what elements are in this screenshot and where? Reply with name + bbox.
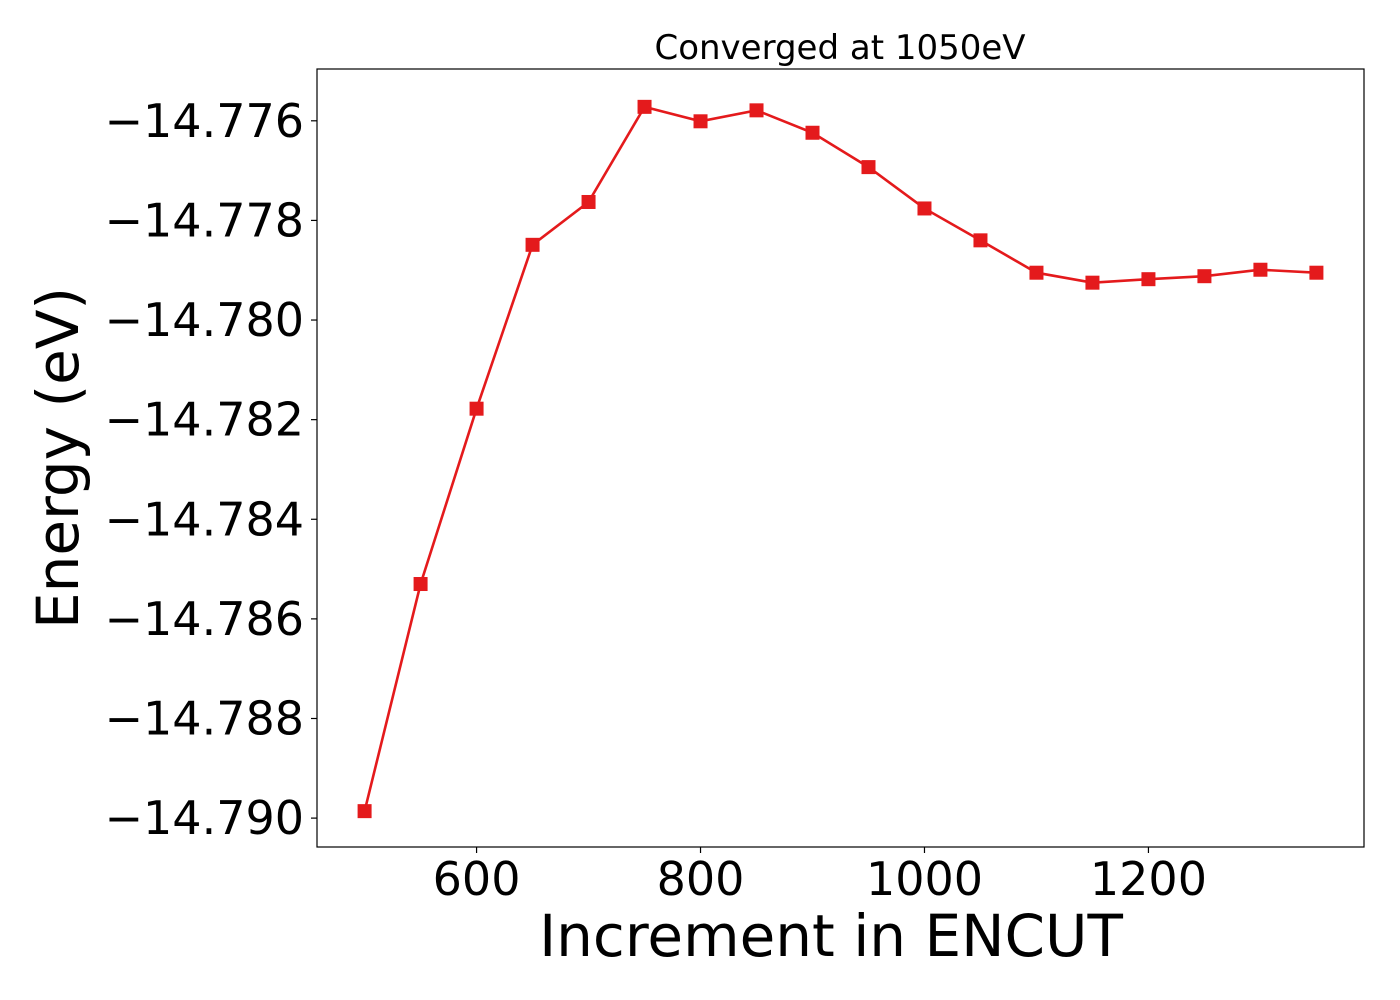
data-point-marker bbox=[1085, 275, 1100, 290]
x-tick-label: 1200 bbox=[1090, 852, 1207, 906]
y-tick-label: −14.776 bbox=[105, 94, 305, 148]
data-point-marker bbox=[917, 201, 932, 216]
data-point-marker bbox=[861, 160, 876, 175]
series-line bbox=[363, 105, 1317, 812]
data-point-marker bbox=[1197, 269, 1212, 284]
data-point-marker bbox=[413, 577, 428, 592]
y-tick-label: −14.784 bbox=[105, 492, 305, 546]
y-tick-label: −14.788 bbox=[105, 691, 305, 745]
y-tick-label: −14.780 bbox=[105, 293, 305, 347]
x-axis-label: Increment in ENCUT bbox=[539, 902, 1123, 970]
y-tick-label: −14.782 bbox=[105, 393, 305, 447]
y-tick-label: −14.790 bbox=[105, 791, 305, 845]
data-point-marker bbox=[1309, 265, 1324, 280]
data-point-marker bbox=[637, 99, 652, 114]
data-point-marker bbox=[581, 194, 596, 209]
x-tick-label: 1000 bbox=[866, 852, 983, 906]
data-point-marker bbox=[1253, 262, 1268, 277]
y-axis-ticks: −14.776 −14.778 −14.780 −14.782 −14.784 −14.7… bbox=[105, 94, 317, 845]
data-point-marker bbox=[469, 401, 484, 416]
plot-area bbox=[357, 99, 1324, 819]
axes-frame bbox=[316, 68, 1365, 848]
data-point-marker bbox=[357, 804, 372, 819]
y-tick-label: −14.778 bbox=[105, 193, 305, 247]
y-axis-label: Energy (eV) bbox=[24, 287, 92, 629]
x-axis-ticks: 600 800 1000 1200 bbox=[433, 847, 1207, 906]
data-point-marker bbox=[973, 233, 988, 248]
data-point-marker bbox=[693, 114, 708, 129]
chart-title: Converged at 1050eV bbox=[654, 28, 1025, 68]
x-tick-label: 800 bbox=[657, 852, 745, 906]
data-point-marker bbox=[805, 125, 820, 140]
data-point-marker bbox=[749, 103, 764, 118]
data-point-marker bbox=[1029, 265, 1044, 280]
data-point-marker bbox=[1141, 272, 1156, 287]
data-point-marker bbox=[525, 237, 540, 252]
y-tick-label: −14.786 bbox=[105, 592, 305, 646]
x-tick-label: 600 bbox=[433, 852, 521, 906]
